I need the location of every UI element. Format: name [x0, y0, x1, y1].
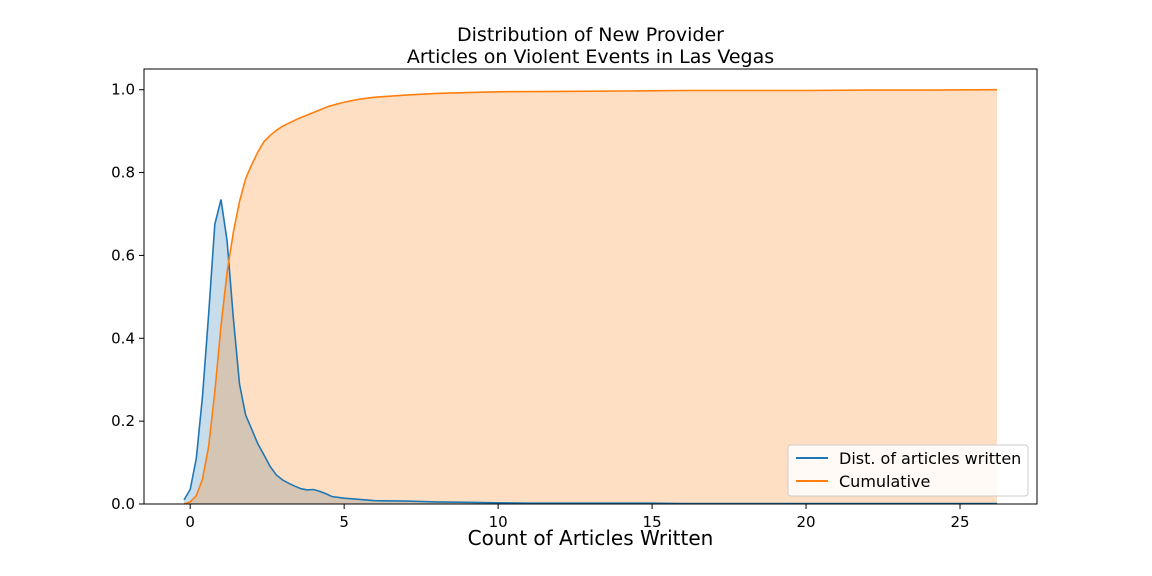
x-tick-label: 10	[489, 513, 508, 531]
x-tick-label: 5	[339, 513, 349, 531]
chart-title-line-1: Distribution of New Provider	[457, 24, 724, 46]
legend-label-cumulative: Cumulative	[839, 472, 930, 491]
y-tick-label: 0.8	[111, 164, 135, 182]
series-layer	[183, 88, 998, 505]
legend-label-distribution: Dist. of articles written	[839, 449, 1021, 468]
y-tick-label: 0.6	[111, 246, 135, 264]
series-area-cumulative	[184, 89, 997, 504]
series-line-cumulative	[183, 88, 998, 505]
chart-title-line-2: Articles on Violent Events in Las Vegas	[407, 46, 774, 68]
plot-frame	[143, 68, 1038, 505]
x-tick-label: 20	[797, 513, 816, 531]
x-tick-label: 25	[950, 513, 969, 531]
series-area-distribution	[184, 199, 997, 504]
y-axis: 0.0 0.2 0.4 0.6 0.8 1.0	[111, 81, 144, 513]
y-tick-label: 0.2	[111, 412, 135, 430]
y-tick-label: 0.4	[111, 329, 135, 347]
legend: Dist. of articles written Cumulative	[787, 444, 1029, 497]
legend-box	[787, 444, 1029, 497]
x-tick-label: 15	[643, 513, 662, 531]
x-axis-label: Count of Articles Written	[468, 526, 714, 550]
x-tick-label: 0	[185, 513, 195, 531]
y-tick-label: 1.0	[111, 81, 135, 99]
x-axis: 0 5 10 15 20 25	[185, 504, 970, 531]
y-tick-label: 0.0	[111, 495, 135, 513]
